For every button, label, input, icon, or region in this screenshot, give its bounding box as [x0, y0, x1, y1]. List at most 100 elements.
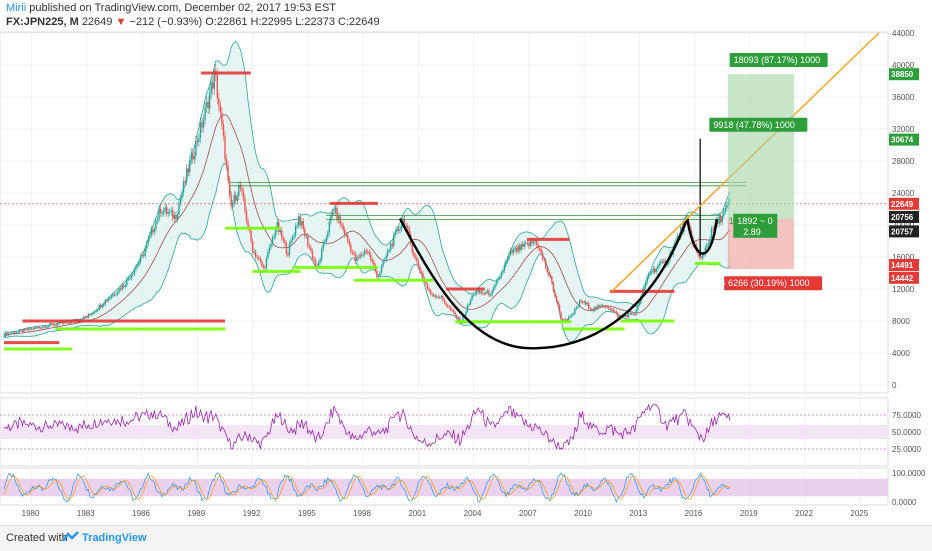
candle-body — [330, 216, 332, 222]
candle-body — [41, 327, 44, 329]
candle-body — [720, 215, 722, 223]
candle-body — [652, 268, 654, 273]
candle-body — [253, 251, 255, 253]
candle-body — [317, 262, 320, 267]
price-pane-frame — [0, 31, 889, 394]
candle-body — [90, 314, 93, 316]
candle-body — [581, 301, 584, 303]
candle-body — [663, 260, 665, 262]
candle-body — [558, 304, 561, 313]
low-value: L:22373 — [295, 16, 335, 28]
candle-body — [589, 308, 591, 310]
candle-body — [127, 278, 130, 280]
x-tick-label: 2025 — [850, 509, 868, 518]
price-tag: 38850 — [891, 70, 914, 79]
candle-body — [617, 313, 619, 318]
stoch-level-label: 0.0000 — [892, 498, 917, 507]
candle-body — [365, 250, 367, 252]
candle-body — [307, 236, 309, 246]
candle-body — [548, 271, 550, 276]
candle-body — [182, 181, 185, 193]
candle-body — [32, 328, 34, 330]
candle-body — [170, 210, 172, 212]
symbol-name[interactable]: FX:JPN225, M — [6, 16, 79, 28]
candle-body — [655, 269, 657, 273]
candle-body — [15, 332, 17, 334]
candle-body — [146, 243, 148, 249]
candle-body — [376, 270, 378, 278]
candle-body — [508, 253, 510, 259]
price-tag: 20757 — [891, 227, 914, 236]
candle-body — [575, 307, 578, 309]
change-arrow-icon: ▼ — [115, 16, 127, 28]
candle-body — [497, 277, 499, 281]
candle-body — [373, 261, 375, 266]
last-price: 22649 — [81, 16, 113, 28]
candle-body — [359, 254, 361, 258]
candle-body — [267, 251, 269, 258]
candle-body — [181, 192, 183, 199]
candle-body — [606, 306, 608, 308]
candle-body — [512, 249, 515, 254]
candle-body — [428, 288, 430, 291]
tradingview-logo-icon[interactable] — [62, 530, 80, 544]
candle-body — [328, 221, 331, 233]
candle-body — [324, 241, 326, 243]
candle-body — [634, 314, 636, 316]
candle-body — [396, 229, 398, 232]
candle-body — [604, 306, 607, 308]
candle-body — [238, 184, 240, 197]
candle-body — [30, 328, 33, 330]
candle-body — [443, 299, 446, 303]
chart-area[interactable]: 18093 (87.17%) 1000 9918 (47.78%) 1000 626… — [0, 0, 932, 525]
candle-body — [658, 263, 661, 267]
candle-body — [654, 268, 656, 273]
candle-body — [219, 105, 222, 113]
author-link[interactable]: Mirii — [6, 2, 27, 14]
candle-body — [560, 312, 562, 320]
candle-body — [420, 271, 423, 274]
candle-body — [49, 323, 51, 326]
candle-body — [189, 160, 191, 173]
x-tick-label: 1986 — [132, 509, 150, 518]
candle-body — [414, 255, 417, 258]
candle-body — [57, 323, 59, 326]
y-tick-label: 32000 — [892, 125, 915, 134]
rsi-level-label: 50.0000 — [892, 428, 921, 437]
candle-body — [601, 305, 604, 307]
candle-body — [445, 302, 447, 306]
candle-body — [546, 267, 548, 272]
candle-body — [103, 304, 105, 306]
candle-body — [331, 212, 334, 217]
candle-body — [363, 250, 366, 255]
candle-body — [380, 266, 383, 273]
candle-body — [426, 284, 429, 289]
candle-body — [208, 93, 211, 109]
candle-body — [472, 294, 475, 296]
candle-body — [86, 317, 88, 319]
candle-body — [726, 204, 728, 209]
candle-body — [360, 254, 363, 256]
ratio-left-label: 1 — [729, 216, 734, 226]
candle-body — [603, 305, 605, 308]
candle-body — [446, 305, 449, 307]
candle-body — [241, 187, 243, 192]
candle-body — [615, 311, 618, 314]
candle-body — [399, 229, 401, 231]
candle-body — [431, 293, 433, 296]
candle-body — [175, 215, 177, 220]
tradingview-brand[interactable]: TradingView — [82, 532, 147, 544]
created-with-text: Created with — [6, 532, 68, 544]
candle-body — [506, 258, 509, 262]
candle-body — [502, 270, 504, 273]
candle-body — [629, 312, 631, 314]
ratio2-label: 2.89 — [743, 227, 761, 237]
candle-body — [268, 246, 271, 252]
candle-body — [600, 305, 602, 307]
candle-body — [721, 215, 723, 223]
candle-body — [284, 240, 286, 244]
candle-body — [571, 314, 573, 317]
x-tick-label: 1983 — [77, 509, 95, 518]
candle-body — [251, 240, 254, 253]
candle-body — [294, 225, 297, 236]
